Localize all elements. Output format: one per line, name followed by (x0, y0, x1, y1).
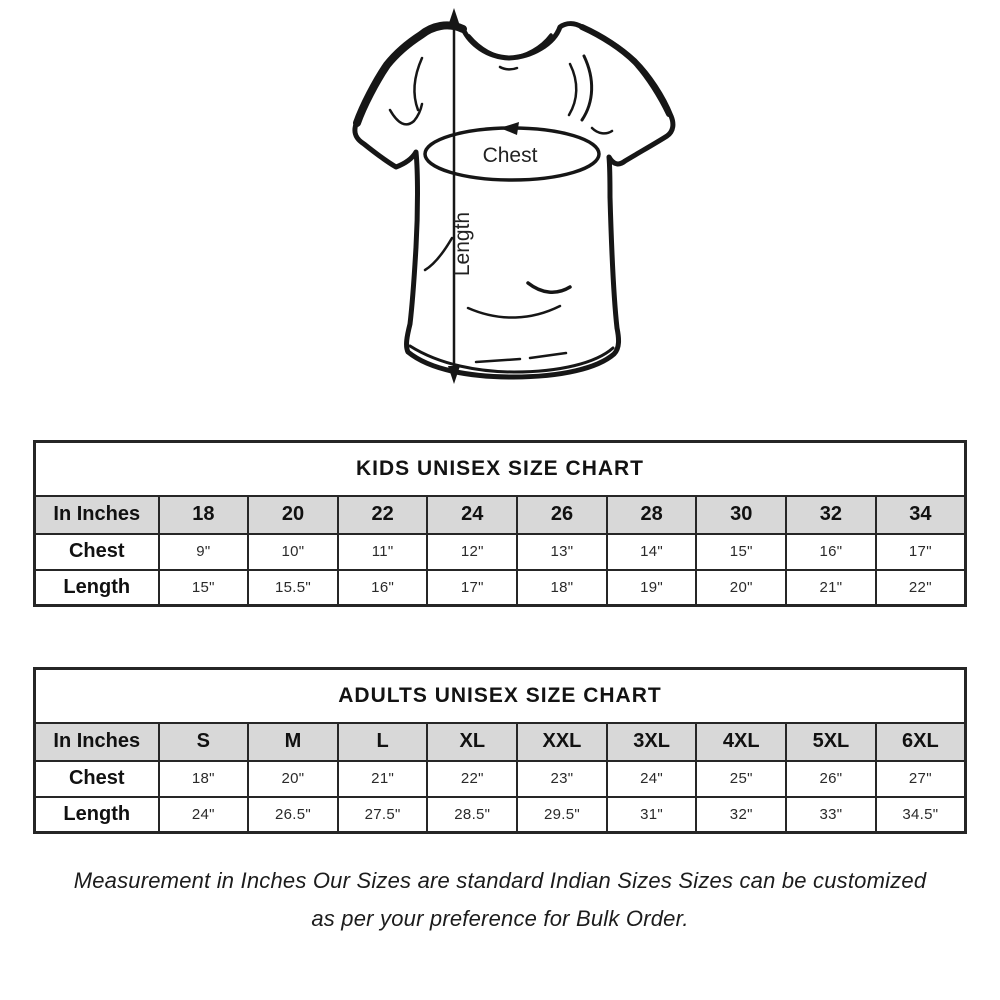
measurement-value: 27.5" (336, 795, 429, 834)
measurement-value: 15" (157, 568, 250, 607)
measurement-value: 28.5" (426, 795, 519, 834)
measurement-value: 29.5" (516, 795, 608, 834)
measurement-value: 19" (605, 568, 698, 607)
measurement-label: Chest (33, 532, 160, 571)
measurement-value: 15" (695, 532, 788, 571)
hem-inner-line (408, 344, 615, 374)
measurement-value: 18" (516, 568, 608, 607)
size-header: 34 (874, 494, 967, 535)
measurement-value: 11" (336, 532, 429, 571)
measurement-value: 17" (874, 532, 967, 571)
length-arrow-bottom-head (448, 366, 460, 384)
measurement-value: 27" (874, 759, 967, 798)
measurement-value: 20" (247, 759, 339, 798)
size-chart-title: KIDS UNISEX SIZE CHART (33, 440, 967, 497)
size-header: 18 (157, 494, 250, 535)
length-arrow-top-head (448, 8, 460, 26)
size-chart-title: ADULTS UNISEX SIZE CHART (33, 667, 967, 724)
size-header: 28 (605, 494, 698, 535)
measurement-value: 16" (336, 568, 429, 607)
right-shoulder-line (579, 24, 672, 117)
size-header: 32 (785, 494, 877, 535)
left-hip-fold (423, 236, 454, 272)
units-header: In Inches (33, 721, 160, 762)
tshirt-outline (352, 21, 676, 380)
size-header: 5XL (785, 721, 877, 762)
size-header: XL (426, 721, 519, 762)
chest-label: Chest (483, 144, 538, 167)
left-underarm-fold (388, 102, 424, 126)
left-shoulder-line (353, 21, 467, 127)
measurement-value: 22" (426, 759, 519, 798)
bottom-fold (466, 304, 562, 319)
chest-measure: Chest (423, 122, 601, 182)
right-chest-fold-2 (580, 54, 594, 122)
measurement-value: 20" (695, 568, 788, 607)
size-header: 26 (516, 494, 608, 535)
adults-size-chart-table: ADULTS UNISEX SIZE CHART In Inches S M L XL XX… (33, 667, 967, 834)
measurement-value: 21" (336, 759, 429, 798)
measurement-value: 24" (157, 795, 250, 834)
hem-dash-2 (528, 351, 568, 360)
size-header: S (157, 721, 250, 762)
measurement-value: 9" (157, 532, 250, 571)
tshirt-illustration (352, 21, 676, 380)
length-label: Length (451, 212, 474, 276)
collar-inner-line (467, 33, 553, 60)
measurement-label: Chest (33, 759, 160, 798)
measurement-value: 16" (785, 532, 877, 571)
size-header: 22 (336, 494, 429, 535)
chest-arrow-head (500, 122, 519, 135)
right-underarm-fold (590, 126, 614, 135)
measurement-value: 24" (605, 759, 698, 798)
footer-note: Measurement in Inches Our Sizes are stan… (0, 862, 1000, 938)
size-header: 6XL (874, 721, 967, 762)
footer-line-1: Measurement in Inches Our Sizes are stan… (73, 868, 927, 893)
tshirt-measurement-diagram: Length Chest (352, 8, 676, 384)
size-header: M (247, 721, 339, 762)
bottom-right-fold (526, 281, 572, 294)
measurement-value: 32" (695, 795, 788, 834)
measurement-label: Length (33, 568, 160, 607)
size-header: 24 (426, 494, 519, 535)
measurement-value: 21" (785, 568, 877, 607)
measurement-value: 13" (516, 532, 608, 571)
collar-tick (498, 65, 519, 71)
measurement-value: 17" (426, 568, 519, 607)
measurement-value: 14" (605, 532, 698, 571)
measurement-value: 15.5" (247, 568, 339, 607)
measurement-value: 31" (605, 795, 698, 834)
left-sleeve-fold (413, 56, 424, 112)
length-measure: Length (448, 8, 474, 384)
size-header: 3XL (605, 721, 698, 762)
right-chest-fold-1 (567, 62, 578, 117)
measurement-value: 33" (785, 795, 877, 834)
footer-line-2: as per your preference for Bulk Order. (311, 906, 689, 931)
kids-size-chart-table: KIDS UNISEX SIZE CHART In Inches 18 20 22 24 2… (33, 440, 967, 607)
units-header: In Inches (33, 494, 160, 535)
measurement-value: 26" (785, 759, 877, 798)
measurement-value: 34.5" (874, 795, 967, 834)
size-header: 30 (695, 494, 788, 535)
size-header: L (336, 721, 429, 762)
measurement-value: 10" (247, 532, 339, 571)
hem-dash-1 (474, 357, 522, 364)
measurement-value: 22" (874, 568, 967, 607)
measurement-value: 25" (695, 759, 788, 798)
measurement-value: 12" (426, 532, 519, 571)
size-header: 4XL (695, 721, 788, 762)
size-header: 20 (247, 494, 339, 535)
measurement-label: Length (33, 795, 160, 834)
size-header: XXL (516, 721, 608, 762)
measurement-value: 26.5" (247, 795, 339, 834)
measurement-value: 18" (157, 759, 250, 798)
measurement-value: 23" (516, 759, 608, 798)
